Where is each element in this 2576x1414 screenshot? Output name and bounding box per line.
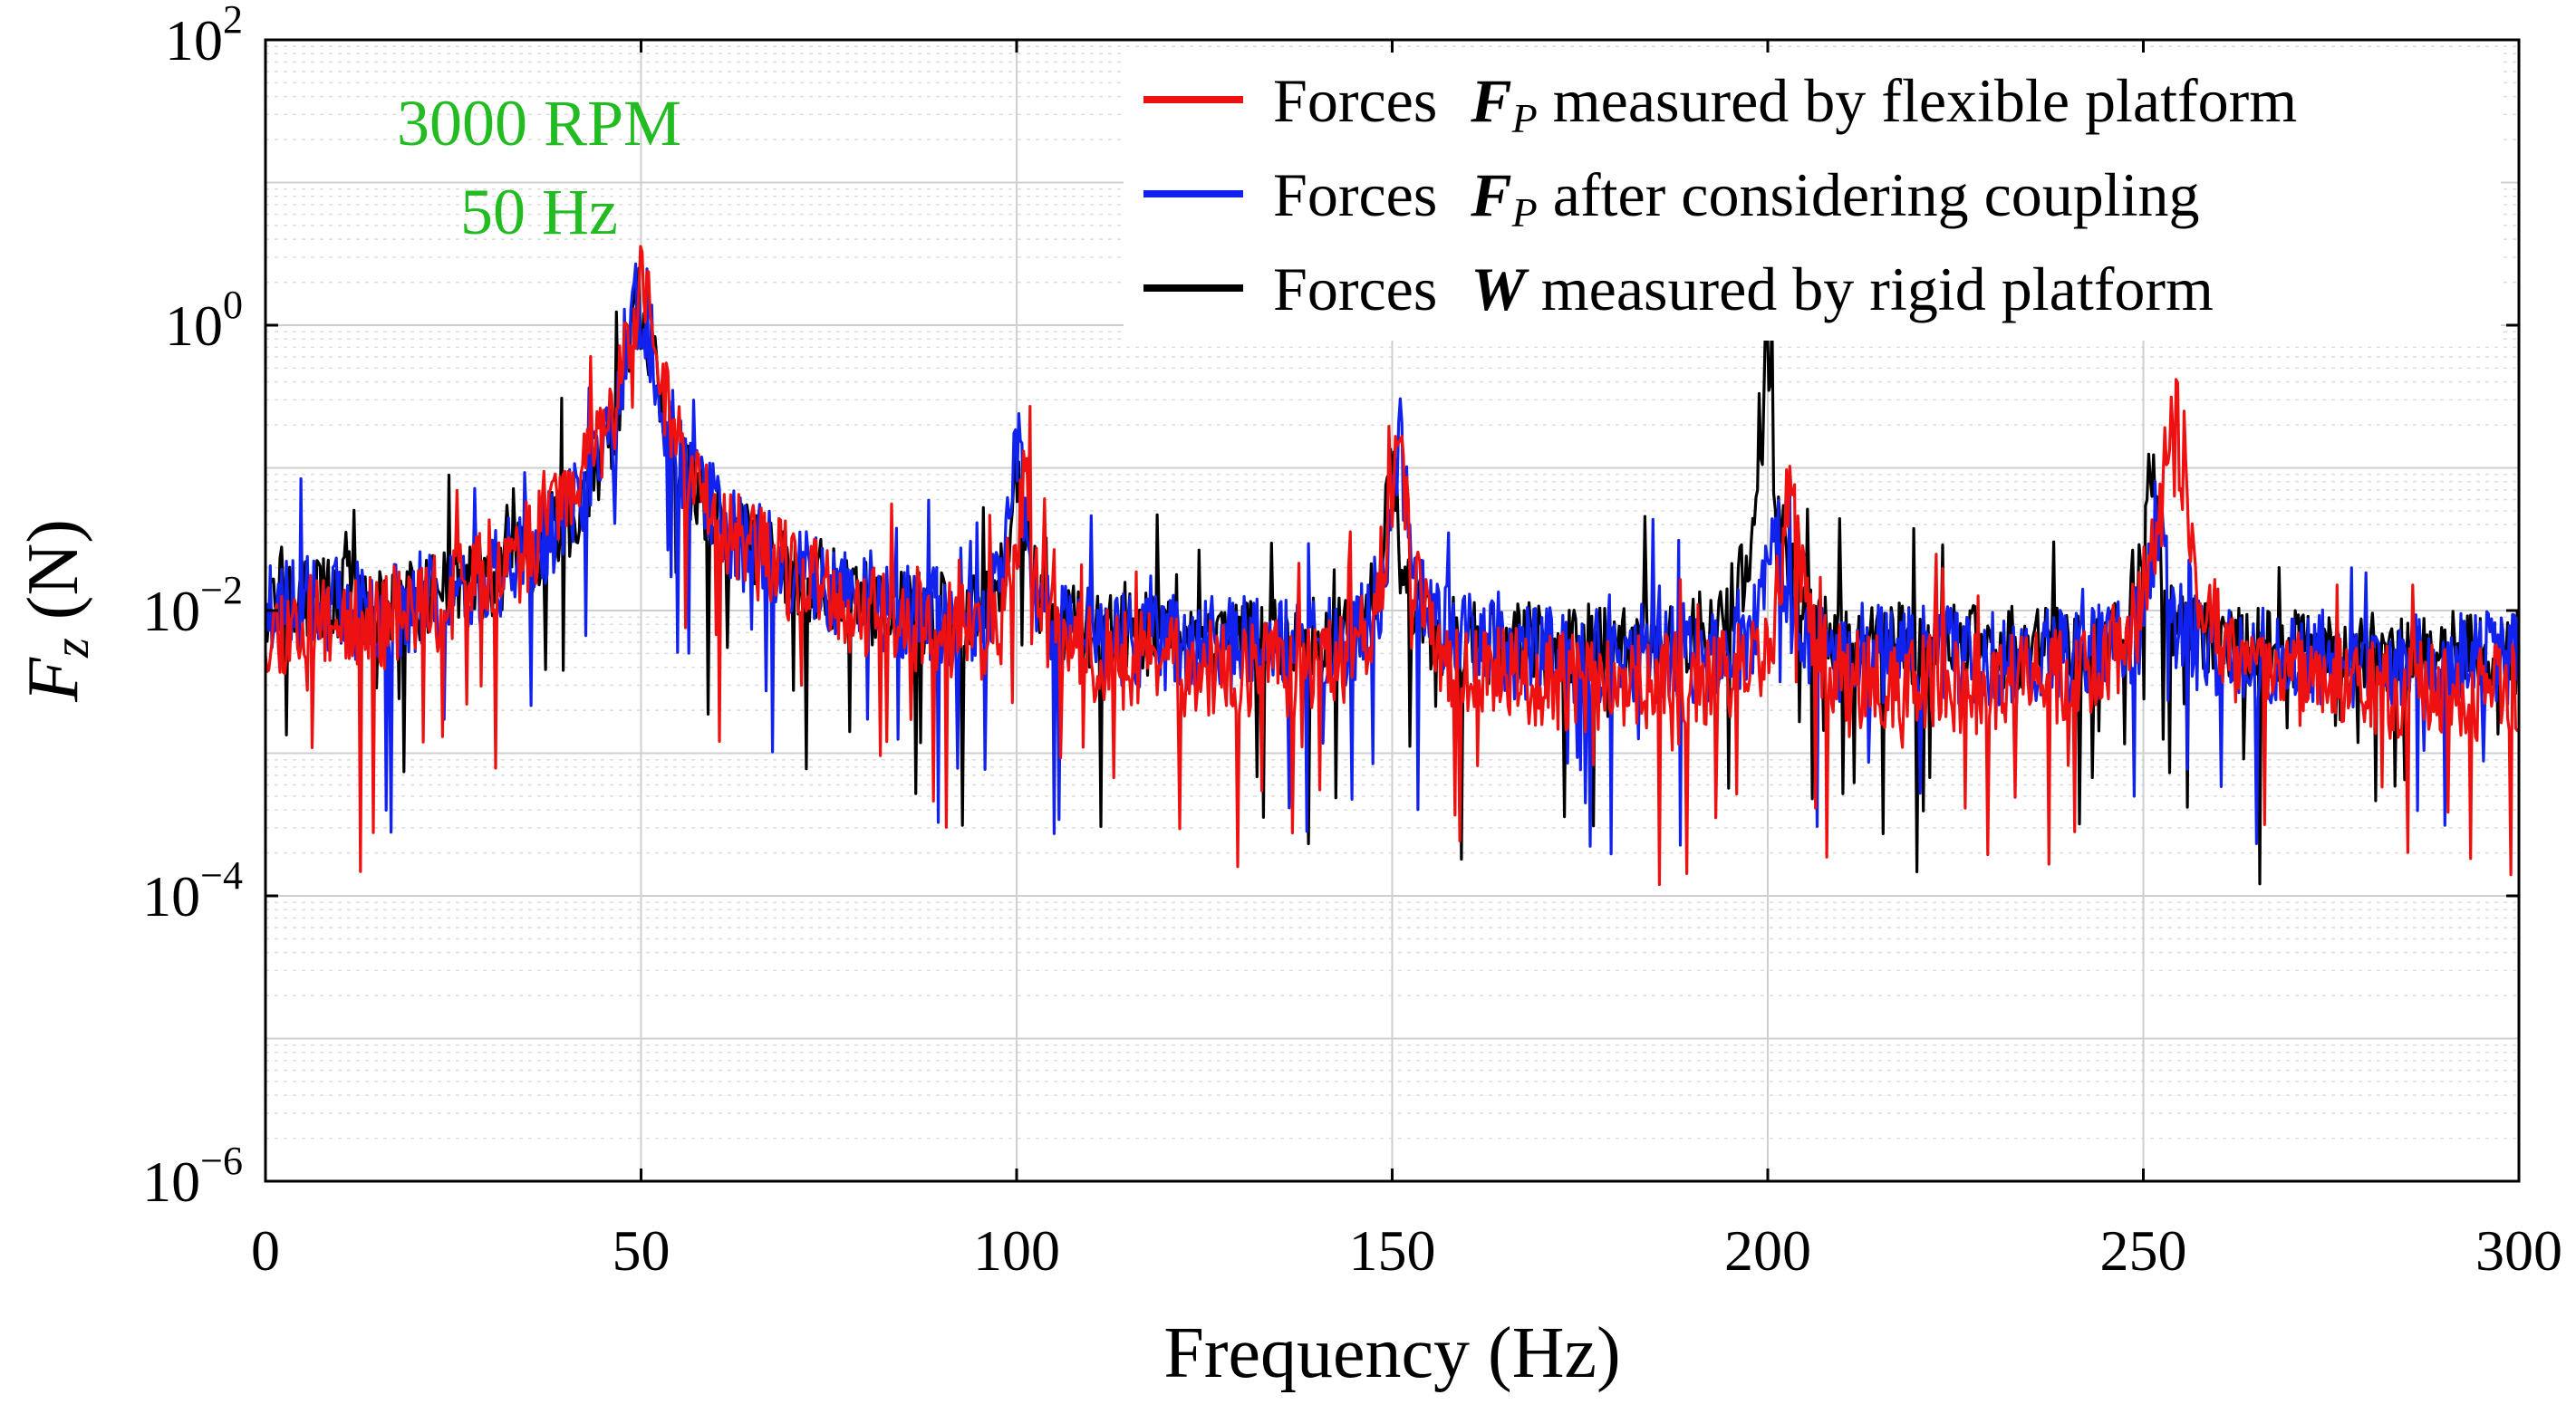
y-tick-label: 100 <box>165 283 243 358</box>
y-tick-label: 10−2 <box>142 568 243 643</box>
x-tick-label: 0 <box>251 1218 280 1283</box>
x-tick-label: 200 <box>1724 1218 1811 1283</box>
legend-label-coupling: Forces FP after considering coupling <box>1273 160 2200 236</box>
x-tick-label: 100 <box>973 1218 1060 1283</box>
series-lines <box>264 245 2521 887</box>
annotation-frequency: 50 Hz <box>460 176 618 248</box>
legend-label-flexible: Forces FP measured by flexible platform <box>1273 66 2297 141</box>
legend: Forces FP measured by flexible platform F… <box>1124 53 2501 341</box>
x-tick-label: 50 <box>613 1218 671 1283</box>
y-axis-unit: (N) <box>14 519 93 638</box>
series-line-flexible <box>264 245 2520 887</box>
y-axis-title: Fz (N) <box>14 519 100 703</box>
y-axis-subscript: z <box>43 638 100 659</box>
x-tick-label: 250 <box>2100 1218 2187 1283</box>
rpm-annotation: 3000 RPM 50 Hz <box>397 87 681 248</box>
series-line-coupling <box>264 262 2521 856</box>
x-axis-ticks: 0 50 100 150 200 250 300 <box>251 40 2562 1283</box>
annotation-rpm: 3000 RPM <box>397 87 681 159</box>
x-tick-label: 300 <box>2475 1218 2562 1283</box>
y-tick-label: 102 <box>165 0 243 72</box>
y-tick-label: 10−6 <box>142 1139 243 1214</box>
y-axis-ticks: 102 100 10−2 10−4 10−6 <box>142 0 2519 1214</box>
y-tick-label: 10−4 <box>142 853 243 928</box>
x-tick-label: 150 <box>1349 1218 1436 1283</box>
legend-background <box>1124 53 2501 341</box>
legend-label-rigid: Forces W measured by rigid platform <box>1273 255 2214 323</box>
x-axis-title: Frequency (Hz) <box>1163 1313 1620 1393</box>
y-axis-symbol: F <box>14 657 93 703</box>
